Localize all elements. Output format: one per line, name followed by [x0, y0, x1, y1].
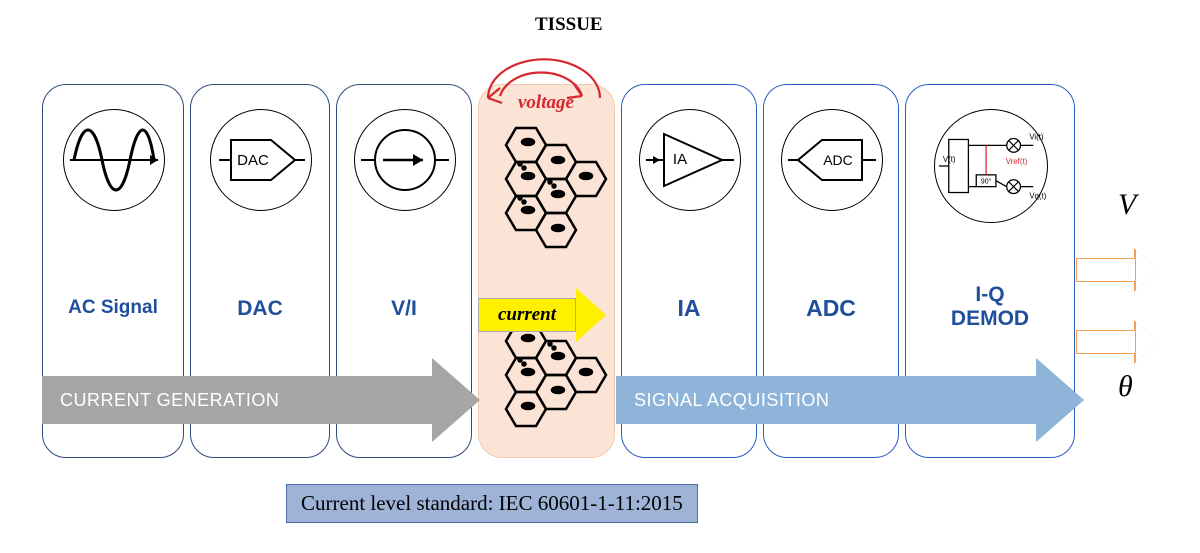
arrow-label: CURRENT GENERATION — [42, 376, 432, 424]
output-arrow-v — [1076, 250, 1158, 290]
svg-text:DAC: DAC — [237, 152, 269, 169]
svg-text:ADC: ADC — [823, 152, 853, 168]
adc-icon: ADC — [781, 109, 883, 211]
block-label: V/I — [337, 297, 471, 321]
block-label: ADC — [764, 295, 898, 322]
block-label: IA — [622, 295, 756, 322]
ac-wave-icon — [63, 109, 165, 211]
footer-standard: Current level standard: IEC 60601-1-11:2… — [286, 484, 698, 523]
svg-text:Vi(t): Vi(t) — [1029, 132, 1044, 141]
svg-text:IA: IA — [673, 151, 687, 168]
svg-text:90°: 90° — [981, 178, 992, 186]
ia-amp-icon: IA — [639, 109, 741, 211]
tissue-label: TISSUE — [535, 14, 603, 36]
svg-text:V(t): V(t) — [943, 155, 956, 164]
arrow-label: SIGNAL ACQUISITION — [616, 376, 1036, 424]
dac-icon: DAC — [210, 109, 312, 211]
block-label: DAC — [191, 297, 329, 321]
signal-acquisition-arrow: SIGNAL ACQUISITION — [616, 358, 1084, 442]
tissue-hex-icon — [486, 118, 608, 278]
current-label: current — [478, 298, 576, 332]
iq-demod-icon: 90° V(t) Vi(t) Vq(t) Vref(t) — [934, 109, 1048, 223]
svg-text:Vq(t): Vq(t) — [1029, 191, 1046, 200]
svg-text:Vref(t): Vref(t) — [1006, 157, 1028, 166]
output-v-symbol: V — [1118, 188, 1136, 222]
current-generation-arrow: CURRENT GENERATION — [42, 358, 480, 442]
block-label: I-Q DEMOD — [906, 283, 1074, 331]
current-arrow: current — [478, 288, 606, 342]
output-theta-symbol: θ — [1118, 370, 1133, 404]
voltage-label: voltage — [518, 92, 574, 114]
block-label: AC Signal — [43, 297, 183, 319]
current-source-icon — [354, 109, 456, 211]
output-arrow-theta — [1076, 322, 1158, 362]
